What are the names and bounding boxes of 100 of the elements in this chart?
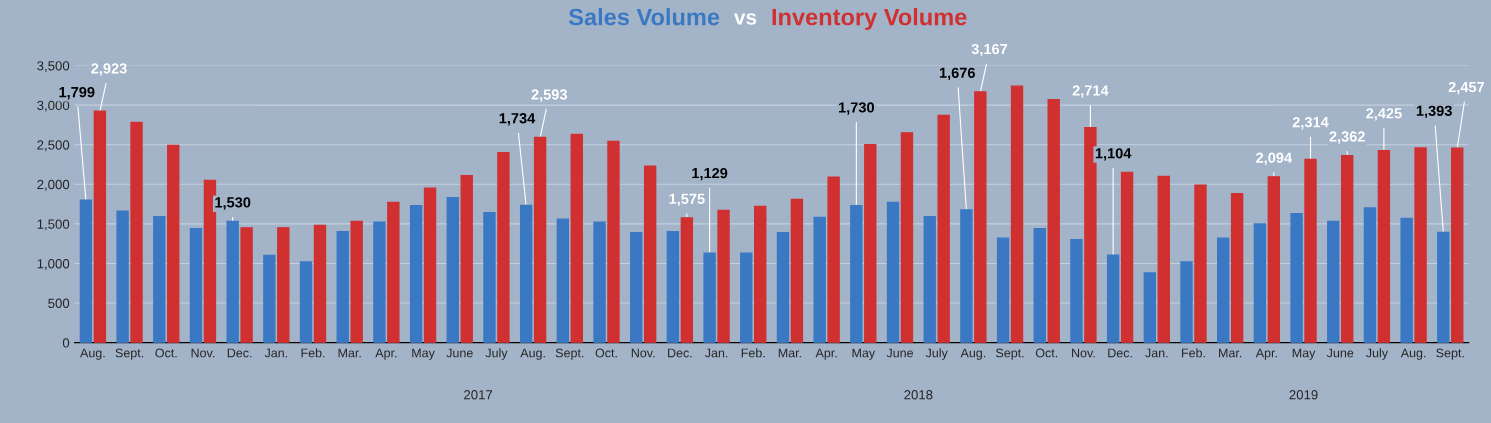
bar — [813, 216, 826, 343]
bar — [1363, 207, 1377, 343]
bar — [630, 231, 643, 343]
bar — [1230, 193, 1244, 343]
data-label: 2,314 — [1292, 116, 1329, 130]
y-tick-label: 1,500 — [37, 219, 70, 231]
bar — [974, 91, 987, 343]
bar — [740, 252, 753, 343]
text: Sales Volume — [568, 8, 720, 26]
bar — [277, 227, 290, 343]
x-tick-label: June — [886, 348, 913, 358]
bar — [1341, 154, 1354, 343]
bar — [886, 201, 900, 343]
bar — [1106, 254, 1120, 343]
bar — [130, 121, 143, 343]
y-tick-label: 1,000 — [37, 259, 70, 270]
y-tick-label: 3,000 — [37, 100, 70, 112]
bar — [1194, 184, 1207, 343]
x-tick-label: Mar. — [1219, 348, 1242, 358]
bar — [776, 231, 790, 343]
bar — [519, 204, 533, 343]
data-label: 2,457 — [1448, 81, 1485, 95]
data-label: 1,530 — [215, 197, 251, 210]
x-tick-label: Nov. — [1072, 348, 1095, 358]
bar — [1033, 227, 1046, 343]
x-tick-label: Sept. — [996, 348, 1024, 360]
bar — [1180, 261, 1193, 343]
bar — [1047, 98, 1060, 343]
chart-title: vs — [734, 13, 757, 25]
x-tick-label: Oct. — [155, 348, 177, 358]
bar — [299, 261, 313, 343]
data-label: 1,575 — [669, 193, 705, 207]
bar — [643, 165, 657, 343]
x-tick-label: May — [1292, 348, 1316, 360]
bar — [1267, 176, 1281, 343]
x-tick-label: Oct. — [595, 348, 617, 358]
bar — [1157, 175, 1170, 343]
bar — [533, 136, 547, 343]
x-tick-label: Dec. — [1108, 348, 1132, 358]
x-tick-label: Jan. — [1145, 348, 1168, 358]
y-tick-label: 2,500 — [37, 140, 70, 152]
x-tick-label: Dec. — [668, 348, 692, 358]
x-tick-label: Aug. — [960, 348, 986, 360]
x-tick-label: Aug. — [520, 348, 545, 360]
bar — [167, 144, 180, 343]
bar — [1400, 217, 1413, 343]
bar — [556, 218, 570, 343]
data-label: 1,734 — [499, 113, 536, 126]
data-label: 1,799 — [59, 86, 95, 100]
bar — [960, 209, 973, 343]
data-label: 1,104 — [1095, 148, 1132, 161]
bar — [240, 227, 253, 343]
bar — [446, 197, 459, 343]
y-tick-label: 500 — [48, 298, 70, 308]
x-tick-label: Feb. — [301, 348, 325, 358]
bar — [1143, 272, 1157, 343]
x-tick-label: Nov. — [631, 348, 655, 358]
x-tick-label: Aug. — [1400, 348, 1426, 360]
bar — [1290, 212, 1303, 343]
bar — [666, 231, 680, 343]
bar — [409, 204, 423, 343]
bar — [189, 227, 203, 343]
data-label: 2,923 — [91, 63, 127, 76]
data-label: 2,714 — [1072, 85, 1109, 98]
data-label: 1,676 — [939, 67, 975, 81]
bar — [900, 132, 914, 343]
bar — [1120, 171, 1134, 343]
x-tick-label: May — [852, 348, 876, 360]
bar — [570, 133, 583, 343]
bar — [850, 204, 863, 343]
y-tick-label: 3,500 — [37, 61, 70, 73]
bar — [923, 216, 936, 343]
data-label: 2,094 — [1256, 152, 1292, 166]
bar — [79, 199, 93, 343]
bar — [1437, 231, 1450, 343]
bar — [1304, 158, 1317, 343]
y-tick-label: 2,000 — [37, 179, 70, 191]
bar — [703, 252, 716, 343]
x-tick-label: Apr. — [815, 348, 837, 360]
bar — [790, 198, 804, 343]
x-tick-label: Oct. — [1035, 348, 1058, 358]
y-tick-label: 0 — [62, 338, 70, 348]
bar — [373, 221, 386, 343]
x-tick-label: Apr. — [1255, 348, 1277, 360]
x-tick-label: Mar. — [338, 348, 361, 358]
bar — [1217, 237, 1230, 343]
x-tick-label: July — [1366, 348, 1389, 360]
x-tick-label: June — [1326, 348, 1354, 358]
data-label: 1,129 — [692, 167, 728, 181]
x-tick-label: Dec. — [227, 348, 252, 358]
bar — [717, 209, 730, 343]
data-label: 1,393 — [1416, 105, 1452, 119]
bar — [1377, 149, 1391, 343]
bar — [607, 140, 620, 343]
bar — [263, 254, 276, 343]
bar — [483, 212, 496, 343]
bar — [996, 237, 1010, 343]
x-tick-label: Sept. — [115, 348, 144, 360]
data-label: 1,730 — [839, 102, 874, 115]
bar — [593, 221, 606, 343]
